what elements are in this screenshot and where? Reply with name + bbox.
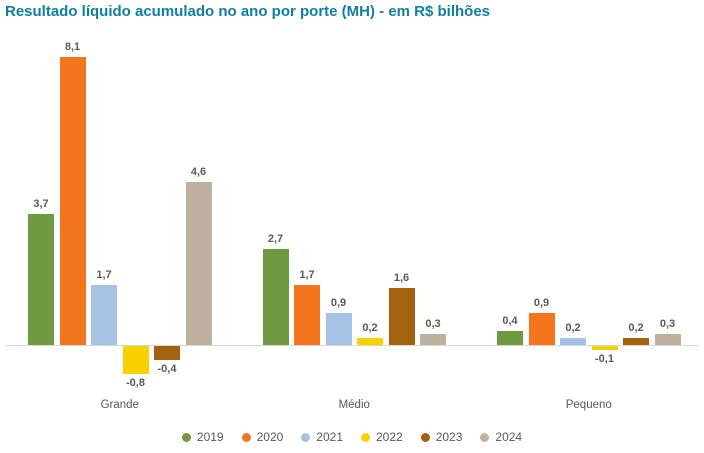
legend-item-2021: 2021 <box>301 430 343 444</box>
bar-2022-medio <box>357 337 383 345</box>
legend-color-dot <box>301 432 311 442</box>
value-label: 0,9 <box>330 297 347 310</box>
bar-2020-medio <box>294 284 320 345</box>
legend: 2019 2020 2021 2022 2023 2024 <box>0 430 704 444</box>
legend-label: 2022 <box>376 430 403 444</box>
bar-2024-medio <box>420 334 446 345</box>
value-label: 0,2 <box>362 321 378 334</box>
legend-item-2019: 2019 <box>181 430 224 444</box>
bar-2021-pequeno <box>560 337 586 345</box>
legend-color-dot <box>241 432 251 442</box>
value-label: -0,8 <box>126 377 145 390</box>
x-axis-line <box>5 345 699 346</box>
value-label: 0,3 <box>425 318 441 331</box>
bar-2023-medio <box>388 288 415 345</box>
bar-2023-grande <box>154 346 180 361</box>
category-label: Médio <box>338 399 370 411</box>
value-label: 0,4 <box>502 314 518 327</box>
bar-2022-pequeno <box>591 346 618 350</box>
category-label: Grande <box>100 399 139 411</box>
legend-item-2023: 2023 <box>420 430 463 444</box>
value-label: 1,7 <box>299 268 315 281</box>
bar-2019-pequeno <box>497 330 523 345</box>
bar-2019-grande <box>28 213 54 345</box>
value-label: 1,6 <box>393 272 410 285</box>
plot-area: 3,7 8,1 1,7 -0,8 -0,4 4,6 Grande 2,7 1,7 0,9 0,2 1,… <box>0 36 704 426</box>
bar-2024-pequeno <box>654 334 681 345</box>
value-label: -0,4 <box>157 363 177 376</box>
legend-label: 2024 <box>495 430 523 444</box>
bar-2019-medio <box>262 249 289 345</box>
value-label: 0,9 <box>533 297 550 310</box>
legend-label: 2023 <box>435 430 463 444</box>
legend-color-dot <box>480 432 490 442</box>
legend-color-dot <box>420 432 430 442</box>
bar-2020-grande <box>59 57 86 345</box>
value-label: 0,3 <box>659 318 676 331</box>
legend-item-2022: 2022 <box>361 430 403 444</box>
legend-item-2020: 2020 <box>241 430 284 444</box>
legend-item-2024: 2024 <box>480 430 522 444</box>
value-label: 0,2 <box>565 321 581 334</box>
bar-2022-grande <box>122 346 149 375</box>
bar-2021-medio <box>325 313 352 345</box>
bar-2024-grande <box>185 181 212 345</box>
category-label: Pequeno <box>565 399 612 411</box>
bar-2023-pequeno <box>623 337 649 345</box>
legend-label: 2021 <box>316 430 343 444</box>
bar-2020-pequeno <box>528 313 555 345</box>
value-label: 4,6 <box>190 165 207 178</box>
legend-color-dot <box>181 432 191 442</box>
legend-label: 2019 <box>196 430 224 444</box>
value-label: 3,7 <box>33 197 49 210</box>
legend-label: 2020 <box>256 430 284 444</box>
value-label: 2,7 <box>267 233 284 246</box>
value-label: 0,2 <box>628 321 644 334</box>
legend-color-dot <box>361 432 370 442</box>
value-label: 1,7 <box>96 268 112 281</box>
chart-title: Resultado líquido acumulado no ano por p… <box>5 3 491 20</box>
bar-2021-grande <box>91 284 117 345</box>
value-label: 8,1 <box>64 41 81 54</box>
value-label: -0,1 <box>595 352 614 365</box>
